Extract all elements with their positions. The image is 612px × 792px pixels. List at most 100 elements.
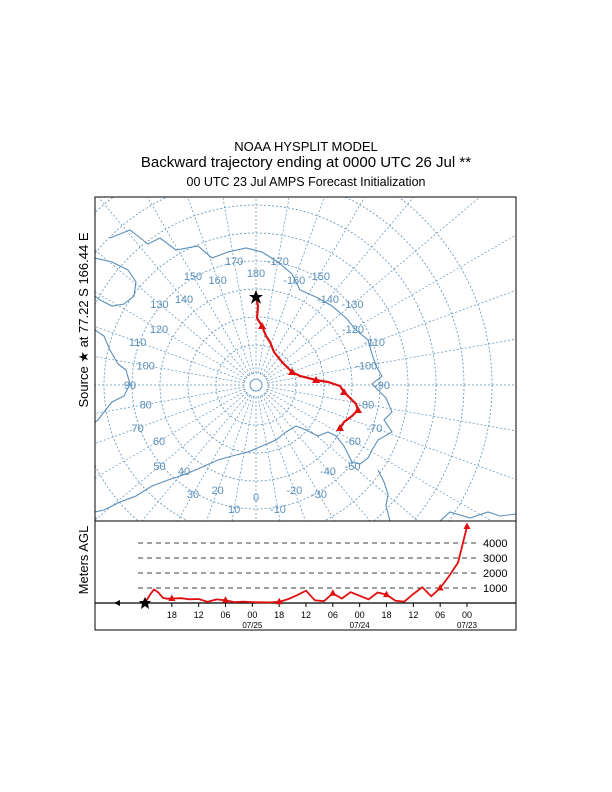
trajectory-title: Backward trajectory ending at 0000 UTC 2… <box>140 154 472 171</box>
trajectory-marker <box>258 322 266 329</box>
height-panel-frame <box>94 520 517 631</box>
meridian-line <box>141 393 249 521</box>
meridian-line <box>261 197 365 375</box>
meridian-line <box>264 197 481 378</box>
meridian-line <box>177 395 251 521</box>
meridian-line <box>259 197 325 374</box>
reference-level-label: 1000 <box>483 583 507 595</box>
meridian-line <box>95 326 245 382</box>
reference-level-label: 3000 <box>483 553 507 565</box>
meridian-line <box>206 396 253 521</box>
meridian-line <box>187 197 253 374</box>
longitude-label: 130 <box>150 299 168 311</box>
source-star-icon <box>139 597 151 609</box>
meridian-line <box>95 249 248 378</box>
y-axis-label: Meters AGL <box>76 526 91 595</box>
longitude-label: 80 <box>140 399 152 411</box>
time-tick-label: 18 <box>381 610 391 620</box>
meridian-line <box>222 197 255 374</box>
source-star-icon <box>249 290 263 304</box>
meridian-line <box>263 393 371 521</box>
pole-marker <box>249 378 263 392</box>
meridian-line <box>263 197 415 377</box>
time-tick-label: 12 <box>408 610 418 620</box>
meridian-line <box>257 197 290 374</box>
peninsula-coastline <box>95 329 131 423</box>
reference-level-label: 4000 <box>483 538 507 550</box>
longitude-label: -80 <box>358 399 374 411</box>
time-tick-label: 18 <box>167 610 177 620</box>
longitude-label: 30 <box>187 489 199 501</box>
trajectory-marker <box>354 406 362 413</box>
time-tick-label: 00 <box>247 610 257 620</box>
time-tick-label: 06 <box>435 610 445 620</box>
time-tick-label: 00 <box>462 610 472 620</box>
longitude-label: 110 <box>129 337 147 349</box>
longitude-label: 170 <box>225 256 243 268</box>
time-tick-label: 06 <box>220 610 230 620</box>
longitude-label: 70 <box>131 423 143 435</box>
meridian-line <box>95 388 245 444</box>
trajectory-marker <box>340 388 348 395</box>
longitude-label: 90 <box>124 380 136 392</box>
time-tick-label: 12 <box>194 610 204 620</box>
meridian-line <box>95 356 245 384</box>
arrow-left-icon <box>114 600 120 606</box>
meridian-line <box>267 388 516 481</box>
source-location-label: Source ★ at 77.22 S 166.44 E <box>76 232 91 407</box>
latitude-circle <box>187 316 325 454</box>
time-tick-label: 18 <box>274 610 284 620</box>
map-grid <box>95 197 516 521</box>
trajectory-line <box>254 296 360 429</box>
trajectory-marker <box>312 376 320 383</box>
longitude-label: 100 <box>137 361 155 373</box>
height-series-point <box>222 596 229 603</box>
longitude-label: -140 <box>317 294 339 306</box>
height-series-point <box>168 594 176 601</box>
height-series-point <box>383 590 390 598</box>
longitude-label: -110 <box>364 337 385 349</box>
meridian-line <box>266 390 493 521</box>
longitude-label: -60 <box>345 436 361 448</box>
date-label: 07/24 <box>350 621 371 630</box>
longitude-label: -20 <box>286 485 302 497</box>
longitude-label: 120 <box>150 324 168 336</box>
longitude-label: -120 <box>342 324 364 336</box>
time-tick-label: 06 <box>328 610 338 620</box>
antarctica-coastline <box>95 229 393 513</box>
reference-level-label: 2000 <box>483 568 507 580</box>
longitude-label: 20 <box>212 485 224 497</box>
longitude-label: -160 <box>283 275 305 287</box>
height-series-point <box>463 522 471 529</box>
date-label: 07/23 <box>457 621 478 630</box>
meridian-line <box>267 386 516 432</box>
forecast-subtitle: 00 UTC 23 Jul AMPS Forecast Initializati… <box>186 175 426 189</box>
meridian-line <box>97 197 249 377</box>
longitude-label: -150 <box>308 271 330 283</box>
longitude-label: 60 <box>153 436 165 448</box>
meridian-line <box>257 396 281 521</box>
height-series-point <box>436 584 444 591</box>
meridian-line <box>261 395 335 521</box>
longitude-label: 140 <box>175 294 193 306</box>
trajectory-marker <box>288 368 296 375</box>
date-label: 07/25 <box>242 621 263 630</box>
longitude-label: 180 <box>247 268 265 280</box>
longitude-label: 40 <box>178 466 190 478</box>
time-tick-label: 00 <box>355 610 365 620</box>
meridian-line <box>231 396 255 521</box>
time-tick-label: 12 <box>301 610 311 620</box>
meridian-line <box>267 289 516 382</box>
meridian-line <box>259 396 306 521</box>
longitude-label: -30 <box>311 489 327 501</box>
meridian-line <box>264 392 419 521</box>
longitude-label: -100 <box>355 361 377 373</box>
meridian-line <box>95 291 246 380</box>
height-chart: 1000 2000 3000 4000 18 12 06 00 18 12 06 00 18 12 06 00… <box>95 522 516 630</box>
meridian-line <box>95 386 245 414</box>
longitude-label: 160 <box>209 275 227 287</box>
longitude-label: 10 <box>228 504 240 516</box>
longitude-label: -50 <box>345 461 361 473</box>
